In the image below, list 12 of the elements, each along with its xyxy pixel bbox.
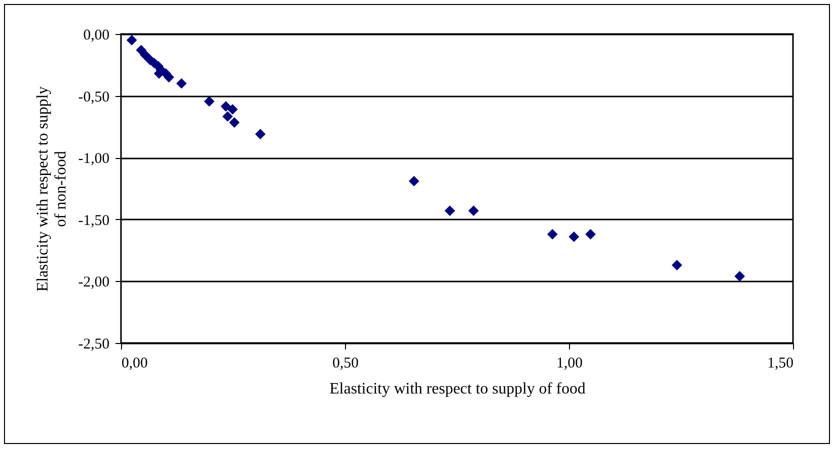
x-axis-title: Elasticity with respect to supply of food xyxy=(330,380,586,398)
y-axis-title: Elasticity with respect to supply of non-food xyxy=(34,86,70,292)
y-tick-label: -2,00 xyxy=(78,274,110,291)
x-tick-label: 0,00 xyxy=(122,356,148,372)
x-tick-label: 0,50 xyxy=(332,356,359,372)
y-tick-label: 0,00 xyxy=(83,28,110,44)
y-tick-label: -1,00 xyxy=(78,151,110,168)
y-tick-label: -2,50 xyxy=(78,336,110,352)
y-tick-label: -1,50 xyxy=(78,212,110,229)
x-tick-label: 1,00 xyxy=(556,356,583,372)
y-tick-label: -0,50 xyxy=(78,89,110,106)
x-tick-label: 1,50 xyxy=(767,356,794,372)
